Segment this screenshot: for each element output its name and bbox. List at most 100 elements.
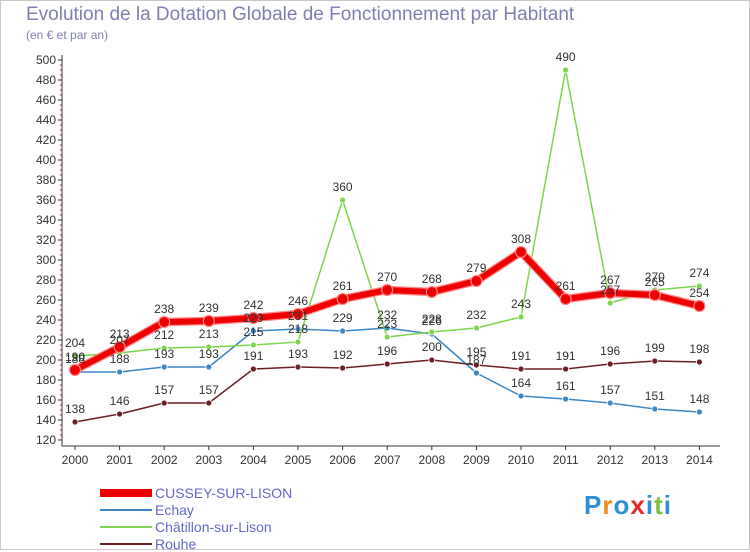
data-point <box>562 66 569 74</box>
data-label: 279 <box>466 261 486 275</box>
data-point <box>383 360 391 368</box>
data-point <box>205 363 213 371</box>
data-point <box>339 327 347 335</box>
data-point <box>336 292 349 306</box>
data-label: 274 <box>689 266 709 280</box>
data-point <box>604 286 617 300</box>
data-point <box>205 343 213 351</box>
x-tick-label: 2004 <box>240 453 267 467</box>
data-point <box>381 283 394 297</box>
x-tick-label: 2005 <box>285 453 312 467</box>
logo-letter: r <box>602 490 614 520</box>
data-label: 267 <box>600 273 620 287</box>
x-tick-label: 2001 <box>106 453 133 467</box>
data-label: 199 <box>645 341 665 355</box>
data-label: 193 <box>154 347 174 361</box>
data-label: 213 <box>110 327 130 341</box>
data-label: 193 <box>199 347 219 361</box>
data-point <box>517 392 525 400</box>
x-tick-label: 2006 <box>329 453 356 467</box>
proxiti-logo: Proxiti <box>584 490 672 521</box>
y-tick-label: 160 <box>36 393 56 407</box>
x-tick-label: 2013 <box>641 453 668 467</box>
data-point <box>606 360 614 368</box>
y-tick-label: 340 <box>36 213 56 227</box>
data-label: 223 <box>377 317 397 331</box>
data-label: 188 <box>65 352 85 366</box>
data-point <box>339 196 347 204</box>
data-label: 490 <box>556 50 576 64</box>
data-label: 190 <box>65 350 85 364</box>
series-3 <box>71 356 703 426</box>
data-label: 193 <box>288 347 308 361</box>
data-point <box>693 299 706 313</box>
y-tick-label: 480 <box>36 73 56 87</box>
data-point <box>696 408 703 416</box>
y-tick-label: 380 <box>36 173 56 187</box>
data-point <box>294 325 302 333</box>
data-label: 191 <box>511 349 531 363</box>
legend-label: Châtillon-sur-Lison <box>155 519 272 535</box>
x-tick-label: 2000 <box>62 453 89 467</box>
y-tick-label: 400 <box>36 153 56 167</box>
data-label: 218 <box>288 322 308 336</box>
data-point <box>606 399 614 407</box>
chart-title: Evolution de la Dotation Globale de Fonc… <box>26 4 575 25</box>
y-tick-label: 120 <box>36 433 56 447</box>
data-label: 195 <box>466 345 486 359</box>
data-label: 242 <box>243 298 263 312</box>
logo-letter: i <box>663 490 672 520</box>
data-point <box>472 324 480 332</box>
data-point <box>339 364 347 372</box>
data-label: 232 <box>377 308 397 322</box>
data-label: 268 <box>422 272 442 286</box>
data-point <box>472 361 480 369</box>
data-point <box>205 399 213 407</box>
x-tick-label: 2011 <box>553 453 579 467</box>
data-label: 191 <box>556 349 576 363</box>
data-label: 157 <box>199 383 219 397</box>
data-label: 138 <box>65 402 85 416</box>
data-label: 164 <box>511 376 531 390</box>
y-tick-label: 260 <box>36 293 56 307</box>
series-layer <box>68 66 706 426</box>
data-point <box>160 363 168 371</box>
data-point <box>562 365 569 373</box>
data-label: 226 <box>422 314 442 328</box>
data-point <box>425 285 438 299</box>
data-label: 191 <box>243 349 263 363</box>
chart-subtitle: (en € et par an) <box>26 28 109 42</box>
y-tick-label: 280 <box>36 273 56 287</box>
data-point <box>249 327 257 335</box>
logo-letter: P <box>584 490 603 520</box>
data-point <box>294 338 302 346</box>
y-tick-label: 460 <box>36 93 56 107</box>
chart-axes: 120 140 160 180 200 220 240 260 280 300 320 340 360 3… <box>36 53 720 467</box>
x-tick-label: 2012 <box>597 453 624 467</box>
data-point <box>158 315 171 329</box>
data-label: 232 <box>466 308 486 322</box>
data-point <box>294 363 302 371</box>
series-2 <box>71 66 703 360</box>
data-point <box>517 365 525 373</box>
data-label: 231 <box>288 309 308 323</box>
y-tick-label: 440 <box>36 113 56 127</box>
data-label: 261 <box>556 279 576 293</box>
data-point <box>249 341 257 349</box>
y-tick-label: 240 <box>36 313 56 327</box>
data-point <box>428 328 436 336</box>
data-label: 228 <box>422 312 442 326</box>
data-label: 146 <box>110 394 130 408</box>
data-point <box>113 340 126 354</box>
data-label: 270 <box>645 270 665 284</box>
data-label: 213 <box>199 327 219 341</box>
data-label: 157 <box>154 383 174 397</box>
data-point <box>651 405 659 413</box>
data-label: 198 <box>689 342 709 356</box>
data-point <box>472 369 480 377</box>
data-point <box>651 357 659 365</box>
data-label: 196 <box>600 344 620 358</box>
data-point <box>517 313 525 321</box>
